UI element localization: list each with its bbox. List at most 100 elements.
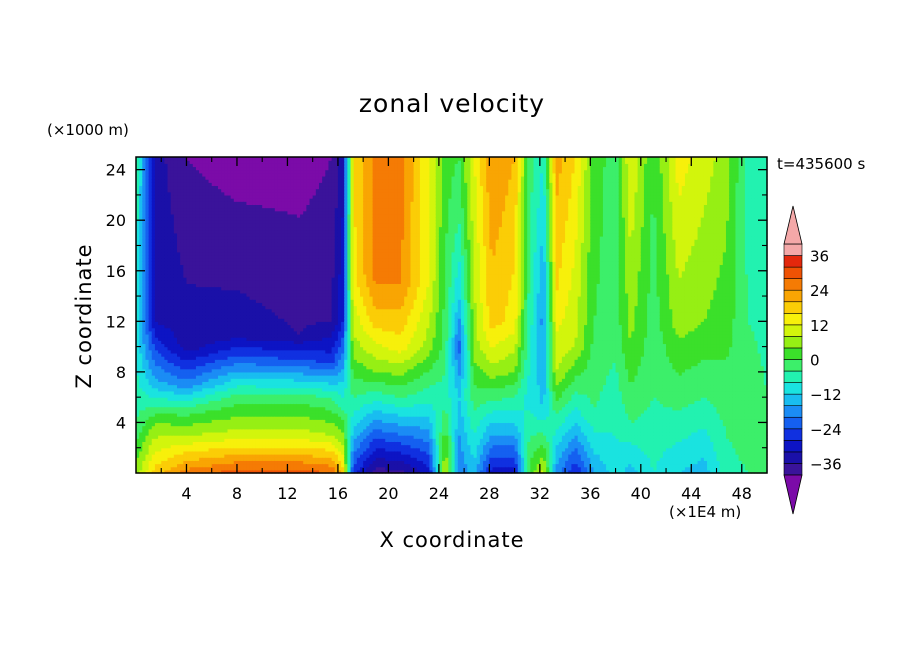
field-cell <box>167 179 172 183</box>
field-cell <box>161 387 165 392</box>
field-cell <box>158 182 162 187</box>
field-cell <box>136 283 140 288</box>
field-cell <box>158 356 162 360</box>
field-cell <box>154 444 159 449</box>
field-cell <box>161 441 165 446</box>
field-cell <box>164 349 169 354</box>
field-cell <box>161 371 165 376</box>
field-cell <box>161 280 165 284</box>
field-cell <box>136 454 140 458</box>
field-cell <box>164 403 169 408</box>
field-cell <box>164 182 169 187</box>
field-cell <box>161 248 165 253</box>
field-cell <box>161 305 165 310</box>
field-cell <box>142 217 147 221</box>
field-cell <box>154 447 159 452</box>
field-cell <box>139 286 143 291</box>
field-cell <box>151 248 156 253</box>
field-cell <box>148 191 153 196</box>
field-cell <box>142 223 147 228</box>
field-cell <box>148 292 153 297</box>
field-cell <box>139 308 143 313</box>
field-cell <box>161 166 165 171</box>
field-cell <box>148 400 153 405</box>
field-cell <box>145 182 150 187</box>
field-cell <box>151 163 156 168</box>
field-cell <box>164 245 169 250</box>
field-cell <box>145 270 150 275</box>
field-cell <box>164 444 169 449</box>
field-cell <box>154 409 159 414</box>
field-cell <box>158 359 162 363</box>
field-cell <box>136 315 140 319</box>
field-cell <box>148 327 153 332</box>
field-cell <box>139 381 143 386</box>
field-cell <box>142 188 147 193</box>
field-cell <box>167 204 172 209</box>
field-cell <box>167 454 172 458</box>
field-cell <box>164 340 169 345</box>
field-cell <box>139 229 143 234</box>
field-cell <box>161 229 165 234</box>
field-cell <box>154 210 159 215</box>
field-cell <box>154 419 159 424</box>
field-cell <box>154 466 159 471</box>
field-cell <box>145 390 150 395</box>
field-cell <box>151 365 156 370</box>
field-cell <box>158 428 162 433</box>
field-cell <box>164 400 169 405</box>
field-cell <box>136 311 140 316</box>
field-cell <box>139 321 143 326</box>
field-cell <box>164 412 169 417</box>
field-cell <box>151 387 156 392</box>
field-cell <box>142 425 147 430</box>
field-cell <box>151 283 156 288</box>
field-cell <box>167 232 172 237</box>
field-cell <box>145 236 150 240</box>
field-cell <box>161 359 165 363</box>
field-cell <box>139 444 143 449</box>
field-cell <box>151 296 156 300</box>
field-cell <box>154 308 159 313</box>
field-cell <box>136 264 140 269</box>
field-cell <box>139 400 143 405</box>
field-cell <box>164 223 169 228</box>
field-cell <box>161 296 165 300</box>
field-cell <box>158 457 162 461</box>
field-cell <box>161 428 165 433</box>
field-cell <box>167 469 172 474</box>
field-cell <box>158 463 162 468</box>
field-cell <box>154 394 159 398</box>
field-cell <box>151 466 156 471</box>
field-cell <box>145 321 150 326</box>
field-cell <box>142 286 147 291</box>
field-cell <box>148 412 153 417</box>
field-cell <box>167 441 172 446</box>
field-cell <box>161 469 165 474</box>
field-cell <box>164 460 169 465</box>
field-cell <box>158 375 162 379</box>
field-cell <box>136 324 140 329</box>
field-cell <box>139 431 143 436</box>
field-cell <box>154 229 159 234</box>
field-cell <box>142 204 147 209</box>
field-cell <box>164 435 169 439</box>
field-cell <box>139 270 143 275</box>
field-cell <box>151 435 156 439</box>
field-cell <box>145 359 150 363</box>
field-cell <box>161 333 165 338</box>
field-cell <box>139 277 143 281</box>
field-cell <box>154 371 159 376</box>
field-cell <box>158 346 162 351</box>
field-cell <box>148 273 153 278</box>
field-cell <box>158 213 162 218</box>
field-cell <box>161 356 165 360</box>
field-cell <box>154 463 159 468</box>
field-cell <box>158 198 162 202</box>
field-cell <box>148 163 153 168</box>
field-cell <box>164 375 169 379</box>
field-cell <box>142 469 147 474</box>
field-cell <box>136 305 140 310</box>
field-cell <box>161 362 165 367</box>
field-cell <box>139 191 143 196</box>
